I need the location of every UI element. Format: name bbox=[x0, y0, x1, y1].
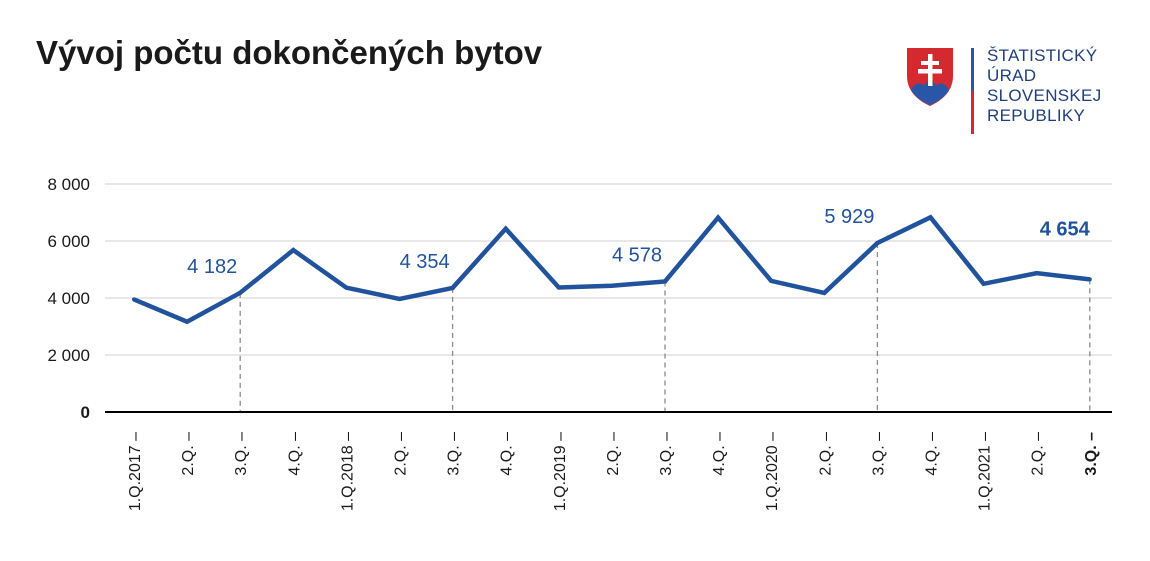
logo-line-2: ÚRAD bbox=[987, 66, 1037, 85]
x-tick-label: 3.Q. – bbox=[233, 432, 250, 476]
data-point bbox=[663, 279, 667, 284]
x-tick-label: 1.Q.2021 – bbox=[977, 432, 994, 511]
x-tick-label: 4.Q. – bbox=[711, 432, 728, 476]
data-label: 4 182 bbox=[187, 256, 237, 278]
x-tick-label: 2.Q. – bbox=[817, 432, 834, 476]
data-point bbox=[822, 290, 827, 295]
data-point bbox=[503, 226, 508, 231]
logo-text: ŠTATISTICKÝ ÚRAD SLOVENSKEJ REPUBLIKY bbox=[987, 46, 1102, 126]
x-tick-label: 3.Q. – bbox=[1083, 432, 1100, 476]
x-tick-label: 2.Q. – bbox=[605, 432, 622, 476]
x-tick-label: 3.Q. – bbox=[658, 432, 675, 476]
x-tick-label: 4.Q. – bbox=[924, 432, 941, 476]
data-point bbox=[556, 285, 561, 290]
data-point bbox=[238, 290, 243, 295]
x-tick-label: 3.Q. – bbox=[870, 432, 887, 476]
x-tick-label: 1.Q.2019 – bbox=[552, 432, 569, 511]
y-tick-label: 6 000 bbox=[47, 232, 90, 251]
logo-line-4: REPUBLIKY bbox=[987, 106, 1086, 125]
logo-divider bbox=[971, 48, 974, 134]
data-point bbox=[1087, 277, 1092, 282]
data-label: 4 654 bbox=[1040, 218, 1091, 240]
data-point bbox=[716, 215, 721, 220]
x-tick-label: 1.Q.2020 – bbox=[764, 432, 781, 511]
data-point bbox=[185, 319, 190, 324]
data-label: 5 929 bbox=[824, 206, 874, 228]
data-point bbox=[875, 241, 880, 246]
x-tick-label: 1.Q.2018 – bbox=[339, 432, 356, 511]
y-tick-label: 8 000 bbox=[47, 175, 90, 194]
data-point bbox=[344, 285, 349, 290]
data-label: 4 578 bbox=[612, 245, 662, 267]
series-line bbox=[133, 214, 1091, 325]
y-tick-label: 4 000 bbox=[47, 289, 90, 308]
data-point bbox=[132, 297, 136, 302]
data-point bbox=[291, 248, 296, 253]
data-point bbox=[928, 215, 933, 220]
data-point bbox=[769, 278, 774, 283]
x-tick-label: 2.Q. – bbox=[393, 432, 410, 476]
data-point bbox=[450, 285, 455, 290]
chart-title: Vývoj počtu dokončených bytov bbox=[36, 34, 543, 71]
logo-line-3: SLOVENSKEJ bbox=[987, 86, 1102, 105]
data-point bbox=[1034, 271, 1039, 276]
statistical-office-logo: ŠTATISTICKÝ ÚRAD SLOVENSKEJ REPUBLIKY bbox=[905, 46, 1125, 138]
x-tick-label: 2.Q. – bbox=[180, 432, 197, 476]
x-tick-label: 2.Q. – bbox=[1030, 432, 1047, 476]
x-tick-label: 4.Q. – bbox=[499, 432, 516, 476]
cross-lower-arm bbox=[918, 69, 942, 74]
x-tick-label: 1.Q.2017 – bbox=[127, 432, 144, 511]
data-label: 4 354 bbox=[400, 251, 450, 273]
data-point bbox=[609, 283, 614, 288]
x-tick-label: 3.Q. – bbox=[446, 432, 463, 476]
logo-line-1: ŠTATISTICKÝ bbox=[987, 46, 1098, 65]
data-point bbox=[397, 296, 402, 301]
coat-of-arms-icon bbox=[907, 48, 953, 106]
data-point bbox=[981, 281, 986, 286]
cross-upper-arm bbox=[921, 61, 939, 65]
x-tick-label: 4.Q. – bbox=[286, 432, 303, 476]
y-tick-label: 0 bbox=[81, 403, 90, 422]
shield-blue-hills bbox=[911, 80, 949, 105]
y-tick-label: 2 000 bbox=[47, 346, 90, 365]
